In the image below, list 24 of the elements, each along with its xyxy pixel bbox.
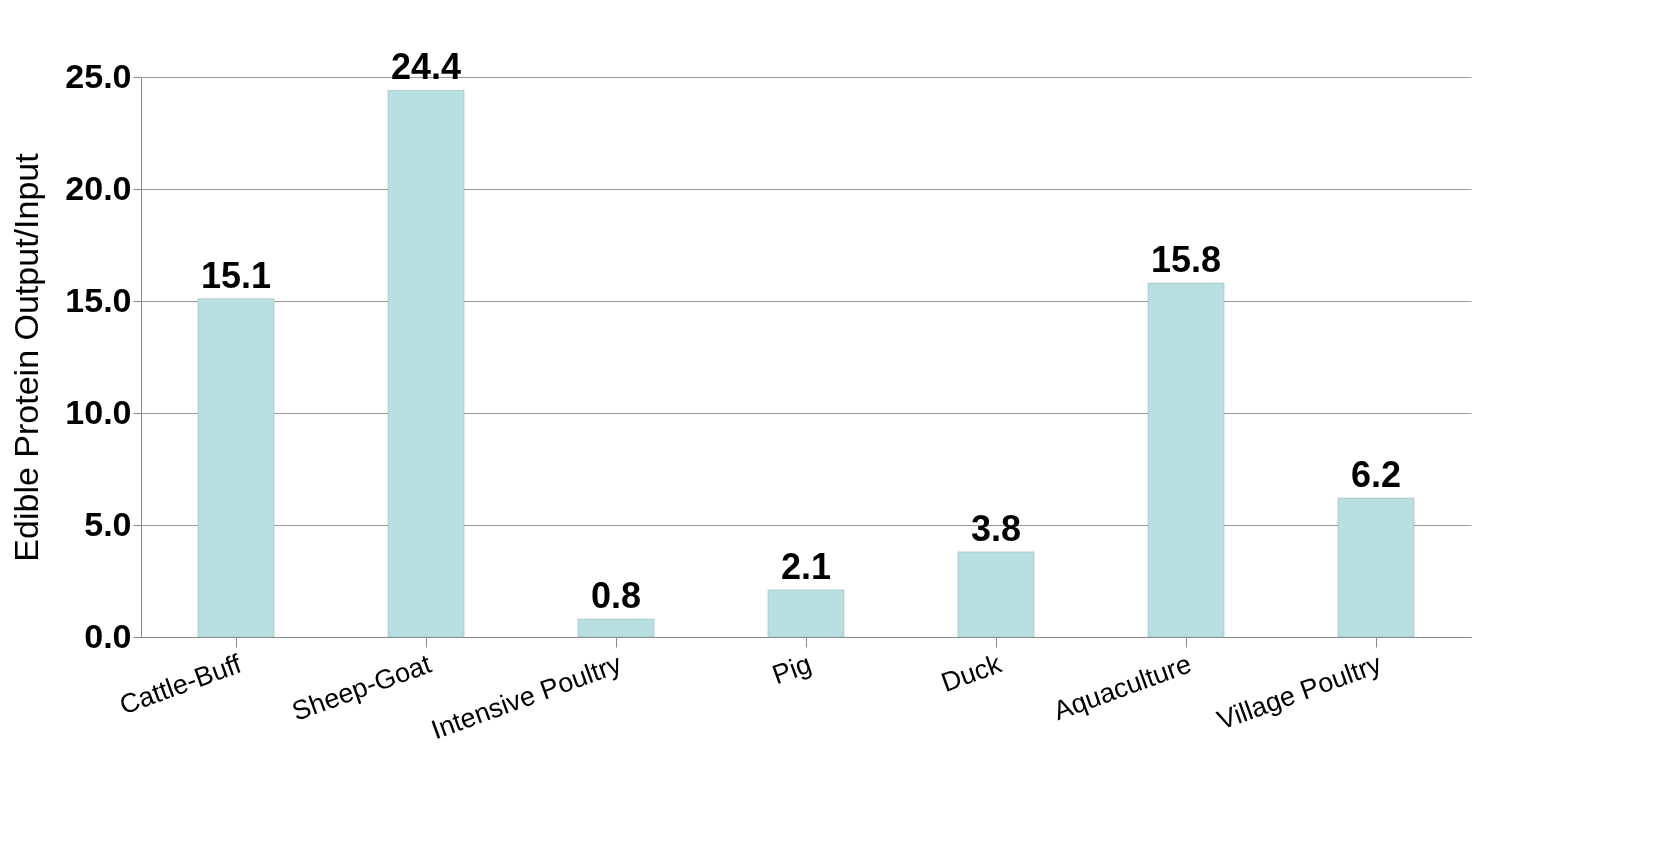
data-label: 15.8 [1150,239,1222,281]
y-tick-label: 15.0 [65,280,132,319]
data-label: 24.4 [390,46,462,88]
x-tick-label: Village Poultry [1213,648,1386,736]
bar [1147,282,1225,638]
y-tick-label: 25.0 [65,56,132,95]
bar [1337,497,1415,638]
data-label: 3.8 [970,507,1022,549]
y-tick-label: 0.0 [84,616,132,655]
bar [957,551,1035,638]
bar [577,618,655,638]
y-axis-title: Edible Protein Output/Input [7,152,46,562]
x-tick-label: Pig [768,648,816,691]
data-label: 2.1 [780,545,832,587]
data-label: 0.8 [590,575,642,617]
data-label: 15.1 [200,254,272,296]
y-tick-label: 10.0 [65,392,132,431]
data-label: 6.2 [1350,454,1402,496]
bar [387,90,465,638]
bar [767,589,845,638]
y-tick-label: 20.0 [65,168,132,207]
x-tick-label: Duck [937,648,1006,698]
y-tick-label: 5.0 [84,504,132,543]
bar [197,298,275,638]
